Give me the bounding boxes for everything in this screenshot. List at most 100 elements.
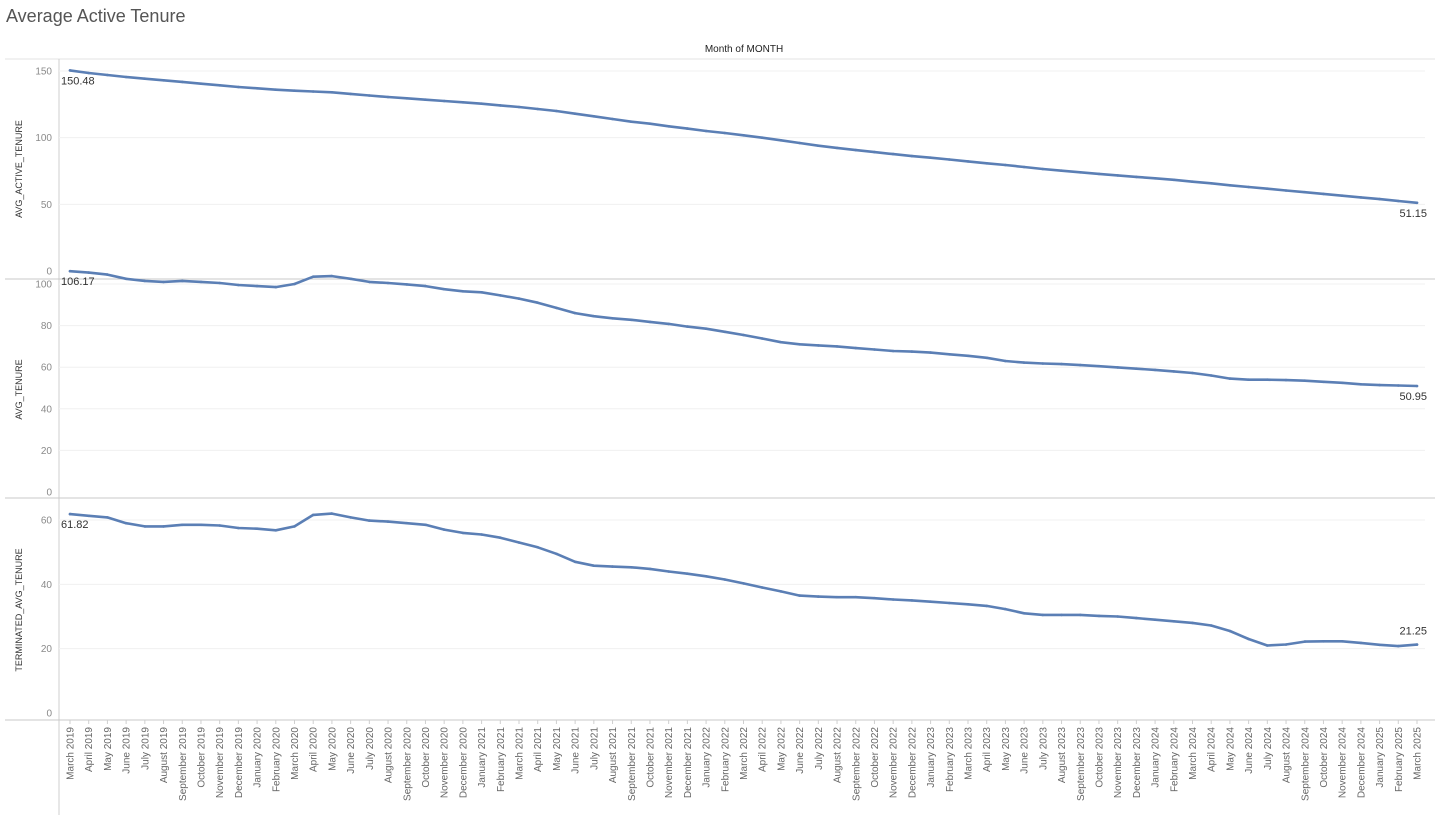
data-point xyxy=(237,85,240,89)
data-point xyxy=(1359,383,1363,386)
y-axis-title: AVG_ACTIVE_TENURE xyxy=(14,120,24,218)
data-point xyxy=(798,141,801,145)
x-tick-label: March 2022 xyxy=(739,727,750,780)
data-point xyxy=(630,318,633,322)
data-point xyxy=(555,306,558,310)
data-point xyxy=(181,279,184,283)
x-tick-label: July 2021 xyxy=(589,727,600,770)
data-point xyxy=(966,354,970,358)
data-point xyxy=(985,162,988,165)
y-tick-label: 60 xyxy=(41,516,53,527)
data-point xyxy=(891,349,895,353)
y-tick-label: 60 xyxy=(41,363,53,374)
data-point xyxy=(1022,165,1026,169)
data-point xyxy=(854,595,858,599)
x-axis: March 2019 April 2019 May 2019 June 2019 Jul… xyxy=(66,720,1424,801)
data-point xyxy=(573,560,577,564)
x-tick-label: March 2021 xyxy=(515,727,526,780)
data-point xyxy=(274,88,278,91)
x-tick-label: April 2024 xyxy=(1207,727,1218,772)
data-point xyxy=(1378,383,1381,387)
data-point xyxy=(686,572,689,575)
x-tick-label: October 2023 xyxy=(1095,727,1106,788)
data-point xyxy=(873,348,876,351)
x-tick-label: February 2023 xyxy=(945,727,956,792)
x-tick-label: October 2019 xyxy=(197,727,208,788)
data-point xyxy=(480,533,483,536)
data-point xyxy=(1359,196,1363,199)
x-tick-label: September 2023 xyxy=(1076,727,1087,801)
data-point xyxy=(760,136,764,139)
data-point xyxy=(442,99,446,103)
data-point xyxy=(1284,189,1288,192)
x-tick-label: August 2022 xyxy=(833,727,844,784)
data-point xyxy=(181,80,184,84)
x-tick-label: December 2019 xyxy=(234,727,245,799)
data-point xyxy=(817,344,820,347)
data-point xyxy=(1004,163,1007,167)
data-point xyxy=(517,105,521,109)
x-tick-label: July 2024 xyxy=(1263,727,1274,770)
data-point xyxy=(181,523,184,527)
x-tick-label: July 2022 xyxy=(814,727,825,770)
x-tick-label: September 2019 xyxy=(178,727,189,801)
data-point xyxy=(891,152,895,156)
data-point xyxy=(405,97,409,100)
data-point xyxy=(854,346,858,350)
y-tick-label: 0 xyxy=(46,267,52,278)
data-point xyxy=(106,273,109,276)
data-point xyxy=(555,109,558,113)
x-tick-label: June 2024 xyxy=(1244,727,1255,774)
data-point xyxy=(929,156,932,159)
data-point xyxy=(1340,381,1344,385)
data-point xyxy=(817,144,820,147)
data-point xyxy=(311,513,315,517)
data-point xyxy=(1097,614,1101,618)
data-point xyxy=(686,127,689,130)
data-point xyxy=(779,139,783,142)
data-point xyxy=(1378,197,1381,201)
x-tick-label: February 2020 xyxy=(271,727,282,792)
x-tick-label: November 2020 xyxy=(440,727,451,799)
data-point xyxy=(87,71,90,75)
x-tick-label: May 2020 xyxy=(327,727,338,771)
data-point xyxy=(854,148,858,152)
panel-3: 0 20 40 60 TERMINATED_AVG_TENURE 61.82 21.25 xyxy=(5,512,1435,721)
data-point xyxy=(499,104,502,107)
data-point xyxy=(143,525,147,528)
column-header: Month of MONTH xyxy=(705,44,783,55)
data-point xyxy=(1359,641,1363,645)
data-point xyxy=(1191,180,1194,183)
data-point xyxy=(723,578,727,581)
data-point xyxy=(1378,643,1381,647)
data-point xyxy=(1209,374,1213,377)
data-point xyxy=(330,91,334,94)
data-point xyxy=(199,523,203,527)
data-point xyxy=(630,566,633,569)
data-point xyxy=(573,112,577,115)
y-axis-title: AVG_TENURE xyxy=(14,359,24,419)
data-point xyxy=(424,98,427,101)
x-tick-label: June 2023 xyxy=(1020,727,1031,774)
data-point xyxy=(124,277,128,281)
data-point xyxy=(835,146,839,150)
data-point xyxy=(1247,378,1250,382)
data-point xyxy=(1415,384,1419,388)
x-tick-label: August 2021 xyxy=(608,727,619,784)
y-tick-label: 150 xyxy=(35,67,52,78)
data-point xyxy=(274,529,278,532)
data-point xyxy=(199,82,203,85)
x-tick-label: April 2021 xyxy=(533,727,544,772)
data-point xyxy=(87,271,90,274)
x-tick-label: January 2024 xyxy=(1151,727,1162,788)
data-point xyxy=(1266,644,1269,647)
x-tick-label: October 2024 xyxy=(1319,727,1330,788)
x-tick-label: April 2019 xyxy=(84,727,95,772)
x-tick-label: February 2021 xyxy=(496,727,507,792)
data-point xyxy=(255,87,259,90)
data-point xyxy=(1153,177,1157,180)
data-point xyxy=(798,594,801,597)
x-tick-label: June 2019 xyxy=(122,727,133,774)
data-point xyxy=(368,519,371,522)
data-point xyxy=(143,77,147,80)
